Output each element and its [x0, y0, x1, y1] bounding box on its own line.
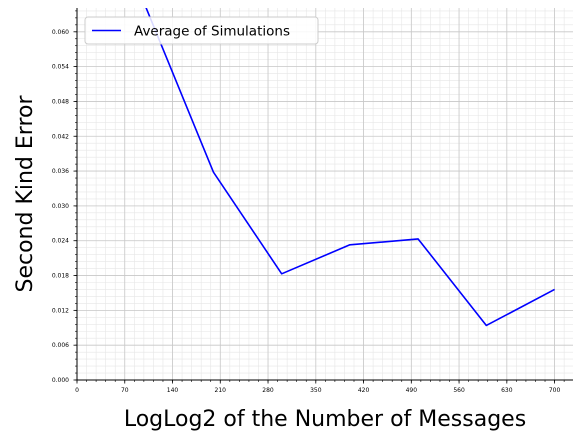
x-tick-label: 420 [358, 387, 370, 394]
axes [76, 8, 573, 381]
x-tick-label: 560 [453, 387, 465, 394]
y-tick-label: 0.018 [52, 273, 69, 280]
x-tick-label: 210 [215, 387, 227, 394]
x-tick-label: 70 [121, 387, 129, 394]
x-axis-label: LogLog2 of the Number of Messages [124, 407, 526, 432]
legend-label-average-of-simulations: Average of Simulations [134, 24, 290, 40]
series-layer [145, 8, 555, 327]
x-tick-label: 0 [75, 387, 79, 394]
y-tick-label: 0.030 [52, 203, 69, 210]
major-grid [76, 8, 573, 381]
x-tick-label: 630 [501, 387, 513, 394]
x-tick-label: 490 [406, 387, 418, 394]
legend-box [84, 16, 319, 45]
y-tick-label: 0.060 [52, 29, 69, 36]
y-tick-label: 0.054 [52, 64, 69, 71]
x-tick-label: 350 [310, 387, 322, 394]
y-tick-label: 0.036 [52, 168, 69, 175]
y-axis-label: Second Kind Error [13, 95, 38, 293]
x-tick-label: 700 [549, 387, 561, 394]
ticks: 0 70 140 210 280 350 420 490 560 630 700 0.000 0.006… [52, 10, 565, 394]
series-line-0 [145, 8, 555, 327]
y-tick-label: 0.042 [52, 133, 69, 140]
y-tick-label: 0.048 [52, 98, 69, 105]
y-tick-label: 0.012 [52, 307, 69, 314]
y-tick-label: 0.024 [52, 238, 69, 245]
minor-grid [76, 8, 573, 381]
legend: Average of Simulations [84, 16, 319, 45]
x-tick-label: 140 [167, 387, 179, 394]
y-tick-label: 0.000 [52, 377, 69, 384]
x-tick-label: 280 [262, 387, 274, 394]
y-tick-label: 0.006 [52, 342, 69, 349]
